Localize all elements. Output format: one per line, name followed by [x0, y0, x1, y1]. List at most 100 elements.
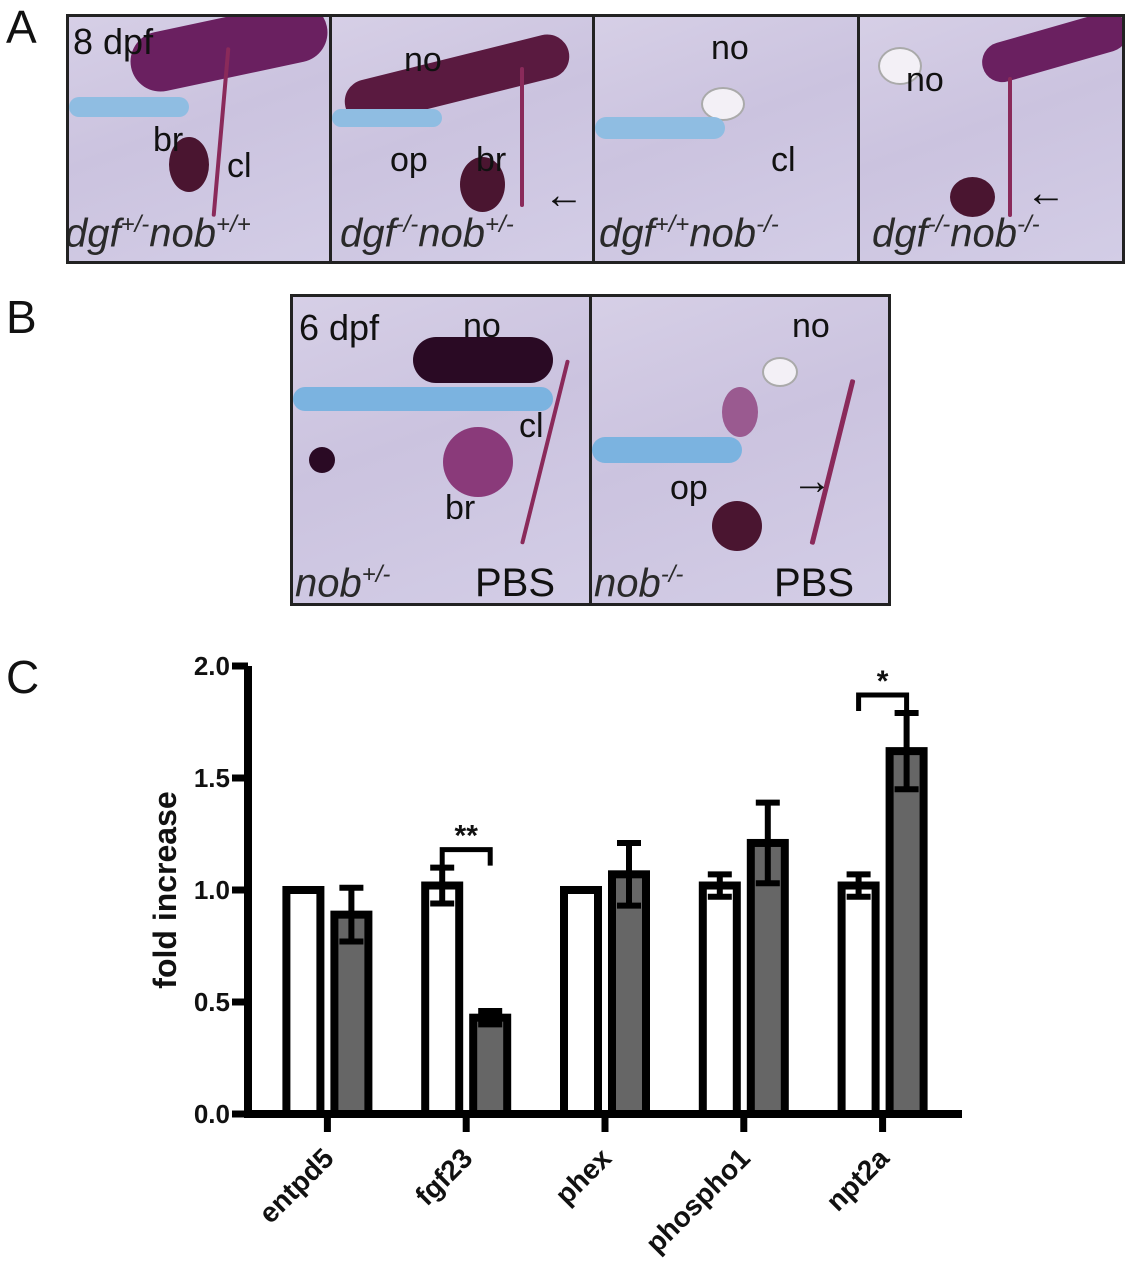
label-cl: cl: [519, 407, 544, 445]
arrow-indicator: ←: [544, 173, 584, 217]
y-tick-label: 2.0: [194, 651, 230, 681]
notochord-stain: [977, 17, 1122, 87]
otolith: [878, 47, 922, 85]
gene-nob: nob: [418, 211, 486, 256]
label-op: op: [670, 469, 708, 507]
bar-chart: 0.0 0.5 1.0 1.5 2.0 fold increase entpd5 fgf23 p…: [147, 651, 962, 1259]
label-no: no: [463, 307, 501, 345]
genotype-label: dgf-/-nob+/-: [340, 211, 514, 256]
significance-bracket: [856, 692, 910, 712]
treatment-label: PBS: [774, 561, 855, 605]
allele-nob: +/-: [361, 561, 391, 588]
bone-stain-br: [443, 427, 513, 497]
significance-bracket: [439, 847, 493, 866]
notochord-stain: [413, 337, 553, 383]
x-tick-label-fgf23: fgf23: [409, 1142, 478, 1211]
bar-entpd5-s2: [330, 910, 373, 1119]
panel-letter-c: C: [6, 651, 40, 703]
label-br: br: [153, 121, 184, 159]
treatment-label: PBS: [475, 561, 556, 605]
otolith: [762, 357, 798, 387]
label-no: no: [792, 307, 830, 345]
gene-dgf: dgf: [599, 211, 655, 256]
y-tick-label: 1.5: [194, 763, 230, 793]
allele-nob: +/+: [216, 211, 251, 238]
bone-stain-br: [460, 157, 505, 212]
bar-phospho1-s1: [698, 881, 741, 1119]
arrow-indicator: ←: [1026, 171, 1066, 215]
gene-nob: nob: [149, 211, 217, 256]
bar-phex-s1: [560, 886, 602, 1118]
panel-letter-a: A: [6, 1, 37, 53]
y-tick-label: 1.0: [194, 875, 230, 905]
micrograph-a3: no cl dgf+/+nob-/-: [592, 14, 860, 264]
micrograph-a1: 8 dpf br cl dgf+/-nob+/+: [66, 14, 332, 264]
x-tick-label-phex: phex: [549, 1142, 617, 1210]
eye-pigment: [309, 447, 335, 473]
gene-dgf: dgf: [340, 211, 396, 256]
cartilage-stain: [595, 117, 725, 139]
otolith: [701, 87, 745, 121]
panel-letter-b: B: [6, 291, 37, 343]
bar-npt2a-s2: [885, 747, 928, 1118]
label-br: br: [445, 489, 476, 527]
bone-stain-op: [712, 501, 762, 551]
allele-dgf: +/-: [120, 211, 150, 238]
arrow-indicator: →: [792, 459, 832, 503]
bar-fgf23-s1: [421, 881, 464, 1119]
micrograph-b2: no op → nob-/- PBS: [589, 294, 891, 606]
allele-nob: -/-: [1017, 211, 1040, 238]
significance-mark: **: [455, 820, 479, 853]
chart-root: 0.0 0.5 1.0 1.5 2.0 fold increase entpd5 fgf23 p…: [147, 651, 962, 1259]
genotype-label: dgf-/-nob-/-: [872, 211, 1040, 256]
gene-nob: nob: [594, 561, 661, 606]
gene-dgf: dgf: [66, 211, 121, 256]
y-tick-label: 0.0: [194, 1099, 230, 1129]
x-tick-label-npt2a: npt2a: [820, 1142, 895, 1217]
stage-label: 6 dpf: [299, 307, 380, 348]
micrograph-b1: 6 dpf no cl br nob+/- PBS: [290, 294, 592, 606]
allele-nob: -/-: [660, 561, 684, 588]
stage-label: 8 dpf: [73, 21, 154, 62]
gene-nob: nob: [689, 211, 757, 256]
x-tick-label-entpd5: entpd5: [253, 1142, 340, 1229]
bone-stain-br: [169, 137, 209, 192]
bone-stain: [950, 177, 995, 217]
micrograph-a2: no op br ← dgf-/-nob+/-: [329, 14, 595, 264]
cartilage-stain: [592, 437, 742, 463]
allele-nob: -/-: [756, 211, 779, 238]
label-cl: cl: [227, 147, 252, 185]
label-cl: cl: [771, 141, 796, 179]
y-axis-label: fold increase: [147, 791, 183, 988]
bar-phex-s2: [608, 870, 650, 1118]
genotype-label: dgf+/-nob+/+: [66, 211, 251, 256]
gene-nob: nob: [295, 561, 362, 606]
gene-nob: nob: [950, 211, 1018, 256]
genotype-label: nob-/-: [594, 561, 684, 606]
allele-dgf: -/-: [395, 211, 419, 238]
allele-dgf: +/+: [654, 211, 690, 238]
cartilage-stain: [332, 109, 442, 127]
bar-fgf23-s2: [469, 1013, 512, 1118]
label-no: no: [711, 29, 749, 67]
label-no: no: [404, 41, 442, 79]
allele-dgf: -/-: [927, 211, 951, 238]
allele-nob: +/-: [485, 211, 514, 238]
cleithrum-stain: [1008, 77, 1012, 217]
genotype-label: nob+/-: [295, 561, 391, 606]
label-no: no: [906, 61, 944, 99]
cartilage-stain: [69, 97, 189, 117]
bone-stain: [722, 387, 758, 437]
label-op: op: [390, 141, 428, 179]
bar-phospho1-s2: [746, 838, 789, 1119]
cartilage-stain: [293, 387, 553, 411]
bar-entpd5-s1: [282, 886, 325, 1118]
x-tick-label-phospho1: phospho1: [640, 1142, 757, 1259]
cleithrum-stain: [520, 67, 524, 207]
micrograph-a4: no ← dgf-/-nob-/-: [857, 14, 1125, 264]
bar-npt2a-s1: [837, 881, 880, 1119]
label-br: br: [476, 141, 507, 179]
y-tick-label: 0.5: [194, 987, 230, 1017]
gene-dgf: dgf: [872, 211, 928, 256]
genotype-label: dgf+/+nob-/-: [599, 211, 779, 256]
